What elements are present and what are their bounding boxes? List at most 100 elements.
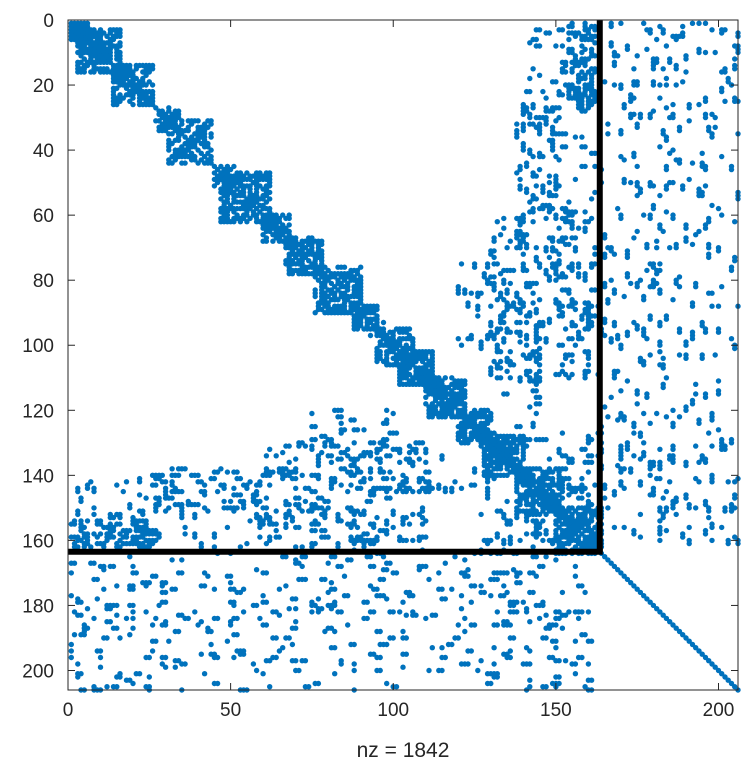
nonzero-point [536, 615, 543, 622]
nonzero-point [208, 153, 214, 160]
nonzero-point [286, 459, 292, 465]
nonzero-point [367, 469, 374, 475]
nonzero-point [719, 671, 725, 677]
nonzero-point [465, 661, 471, 667]
nonzero-point [497, 326, 504, 332]
nonzero-point [410, 537, 416, 544]
nonzero-point [117, 521, 123, 527]
nonzero-point [400, 371, 406, 378]
nonzero-point [283, 215, 289, 222]
nonzero-point [364, 615, 370, 622]
nonzero-point [267, 205, 273, 212]
nonzero-point [367, 332, 374, 339]
nonzero-point [445, 384, 452, 391]
nonzero-point [341, 271, 348, 277]
nonzero-point [332, 284, 338, 290]
nonzero-point [699, 323, 705, 329]
nonzero-point [384, 567, 390, 573]
nonzero-point [523, 232, 530, 238]
nonzero-point [227, 622, 234, 628]
nonzero-point [566, 508, 572, 514]
nonzero-point [588, 303, 595, 309]
nonzero-point [312, 540, 318, 547]
nonzero-point [237, 544, 244, 550]
nonzero-point [683, 69, 689, 75]
nonzero-point [533, 573, 539, 579]
nonzero-point [732, 56, 738, 62]
nonzero-point [436, 485, 442, 491]
nonzero-point [146, 674, 152, 680]
nonzero-point [582, 144, 588, 150]
nonzero-point [110, 514, 117, 521]
nonzero-point [328, 440, 335, 446]
nonzero-point [276, 648, 283, 654]
nonzero-point [107, 56, 114, 62]
nonzero-point [504, 570, 510, 576]
nonzero-point [527, 469, 533, 475]
nonzero-point [501, 339, 507, 345]
nonzero-point [732, 505, 738, 511]
nonzero-point [221, 199, 227, 205]
nonzero-point [670, 407, 676, 413]
nonzero-point [393, 684, 400, 690]
nonzero-point [127, 554, 133, 560]
nonzero-point [657, 475, 663, 482]
nonzero-point [214, 488, 221, 495]
nonzero-point [419, 358, 426, 365]
nonzero-point [657, 349, 663, 355]
nonzero-point [670, 459, 676, 465]
nonzero-point [299, 472, 305, 478]
nonzero-point [650, 183, 657, 189]
nonzero-point [559, 482, 566, 488]
nonzero-point [84, 20, 91, 26]
nonzero-point [562, 453, 569, 459]
nonzero-point [162, 664, 169, 670]
nonzero-point [514, 456, 520, 462]
nonzero-point [709, 202, 715, 209]
nonzero-point [182, 531, 188, 537]
nonzero-point [341, 264, 348, 270]
nonzero-point [702, 98, 709, 105]
nonzero-point [91, 69, 97, 75]
nonzero-point [621, 466, 627, 472]
nonzero-point [78, 612, 84, 618]
nonzero-point [631, 583, 637, 589]
nonzero-point [263, 228, 270, 235]
nonzero-point [569, 303, 575, 309]
nonzero-point [546, 319, 553, 326]
nonzero-point [198, 651, 204, 657]
nonzero-point [702, 459, 709, 465]
nonzero-point [507, 329, 513, 335]
nonzero-point [208, 628, 214, 635]
nonzero-point [527, 677, 533, 683]
nonzero-point [84, 485, 91, 491]
nonzero-point [293, 625, 299, 631]
nonzero-point [559, 43, 566, 49]
nonzero-point [631, 453, 637, 459]
nonzero-point [315, 303, 322, 309]
nonzero-point [543, 436, 549, 443]
nonzero-point [533, 339, 539, 345]
nonzero-point [293, 485, 299, 491]
nonzero-point [546, 277, 553, 283]
nonzero-point [306, 248, 312, 254]
nonzero-point [410, 358, 416, 365]
nonzero-point [517, 433, 523, 439]
nonzero-point [660, 355, 666, 361]
nonzero-point [257, 615, 263, 622]
nonzero-point [514, 329, 520, 335]
nonzero-point [536, 72, 543, 79]
nonzero-point [267, 173, 273, 179]
nonzero-point [504, 589, 510, 596]
nonzero-point [588, 459, 595, 465]
nonzero-point [117, 98, 123, 105]
nonzero-point [416, 537, 422, 544]
nonzero-point [419, 440, 426, 446]
nonzero-point [618, 345, 624, 352]
nonzero-point [371, 306, 377, 313]
nonzero-point [179, 514, 185, 521]
nonzero-point [572, 209, 579, 215]
nonzero-point [293, 619, 299, 625]
nonzero-point [374, 329, 380, 335]
nonzero-point [117, 43, 123, 49]
